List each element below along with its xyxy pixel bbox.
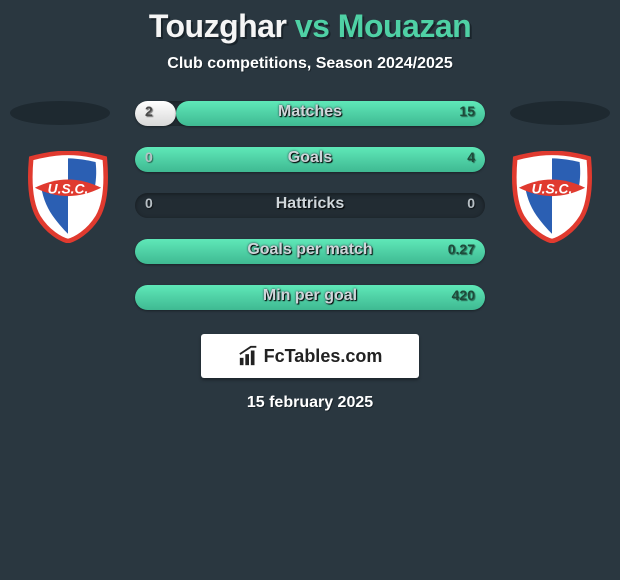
infographic-banner: Touzghar vs Mouazan Club competitions, S…: [0, 0, 620, 450]
player1-shadow: [10, 101, 110, 125]
stat-value-left: 2: [145, 103, 153, 119]
stat-row: Min per goal420: [135, 285, 485, 310]
page-title: Touzghar vs Mouazan: [0, 0, 620, 45]
brand-logo: FcTables.com: [201, 334, 419, 378]
svg-text:U.S.C.: U.S.C.: [48, 181, 89, 196]
stat-row: Goals per match0.27: [135, 239, 485, 264]
stat-label: Goals: [135, 149, 485, 167]
stat-bars: Matches215Goals04Hattricks00Goals per ma…: [135, 101, 485, 310]
stat-value-left: 0: [145, 195, 153, 211]
stat-value-right: 4: [467, 149, 475, 165]
stat-row: Goals0 4: [135, 147, 485, 172]
shield-icon: U.S.C.: [22, 151, 114, 243]
stat-row: Hattricks0 0: [135, 193, 485, 218]
stat-label: Hattricks: [135, 195, 485, 213]
stat-value-right: 0.27: [448, 241, 475, 257]
stat-value-right: 15: [459, 103, 475, 119]
stat-label: Goals per match: [135, 241, 485, 259]
shield-icon: U.S.C.: [506, 151, 598, 243]
stat-value-right: 420: [452, 287, 475, 303]
player2-shadow: [510, 101, 610, 125]
stat-value-right: 0: [467, 195, 475, 211]
player2-name: Mouazan: [338, 8, 471, 44]
stats-content: U.S.C. U.S.C. Matches215Goals04Hattricks…: [0, 101, 620, 310]
player1-name: Touzghar: [149, 8, 287, 44]
chart-icon: [238, 345, 260, 367]
player1-crest: U.S.C.: [22, 151, 114, 243]
date-label: 15 february 2025: [0, 394, 620, 412]
stat-label: Matches: [135, 103, 485, 121]
versus-label: vs: [295, 8, 330, 44]
brand-text: FcTables.com: [264, 346, 383, 367]
stat-label: Min per goal: [135, 287, 485, 305]
stat-value-left: 0: [145, 149, 153, 165]
player2-crest: U.S.C.: [506, 151, 598, 243]
svg-text:U.S.C.: U.S.C.: [532, 181, 573, 196]
subtitle: Club competitions, Season 2024/2025: [0, 55, 620, 73]
stat-row: Matches2 15: [135, 101, 485, 126]
